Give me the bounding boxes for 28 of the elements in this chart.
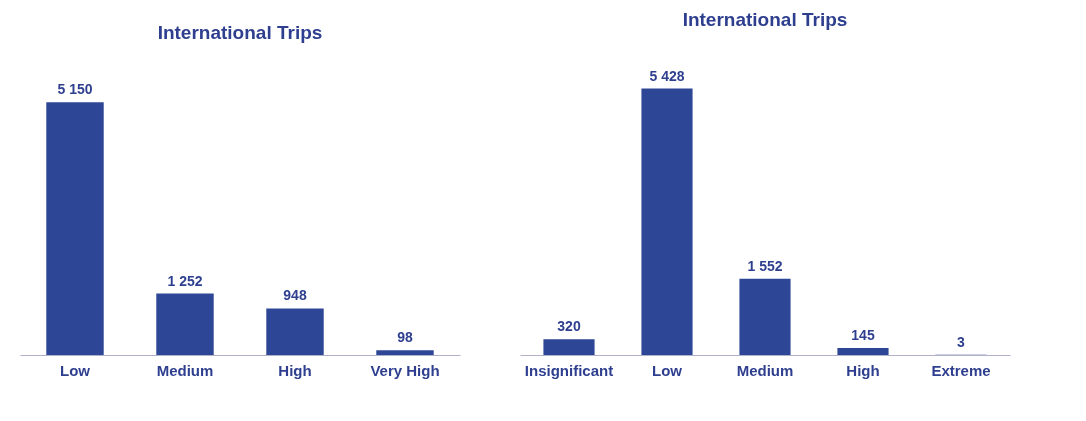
data-label: 5 428 [649, 67, 685, 84]
x-tick-label: Insignificant [524, 361, 614, 379]
x-tick-label: High [278, 361, 312, 379]
bar [46, 102, 104, 355]
x-tick-label: Medium [736, 361, 794, 379]
chart-title: International Trips [157, 22, 323, 44]
x-tick-label: Medium [156, 361, 214, 379]
data-label: 1 252 [167, 272, 203, 289]
bar [739, 278, 791, 355]
data-label: 948 [283, 287, 307, 304]
data-label: 3 [957, 333, 966, 350]
x-tick-label: Low [60, 361, 91, 379]
x-tick-label: Low [652, 361, 683, 379]
data-label: 1 552 [747, 257, 783, 274]
bar [837, 347, 889, 355]
bar [376, 350, 434, 355]
data-label: 98 [397, 329, 413, 346]
chart-title: International Trips [682, 8, 848, 30]
bar [543, 339, 595, 355]
x-tick-label: Very High [370, 361, 440, 379]
bar [266, 308, 324, 355]
bar [641, 88, 693, 355]
x-tick-label: High [846, 361, 880, 379]
data-label: 145 [851, 326, 875, 343]
bar [156, 293, 214, 355]
data-label: 320 [557, 318, 581, 335]
data-label: 5 150 [57, 81, 93, 98]
x-tick-label: Extreme [931, 361, 991, 379]
